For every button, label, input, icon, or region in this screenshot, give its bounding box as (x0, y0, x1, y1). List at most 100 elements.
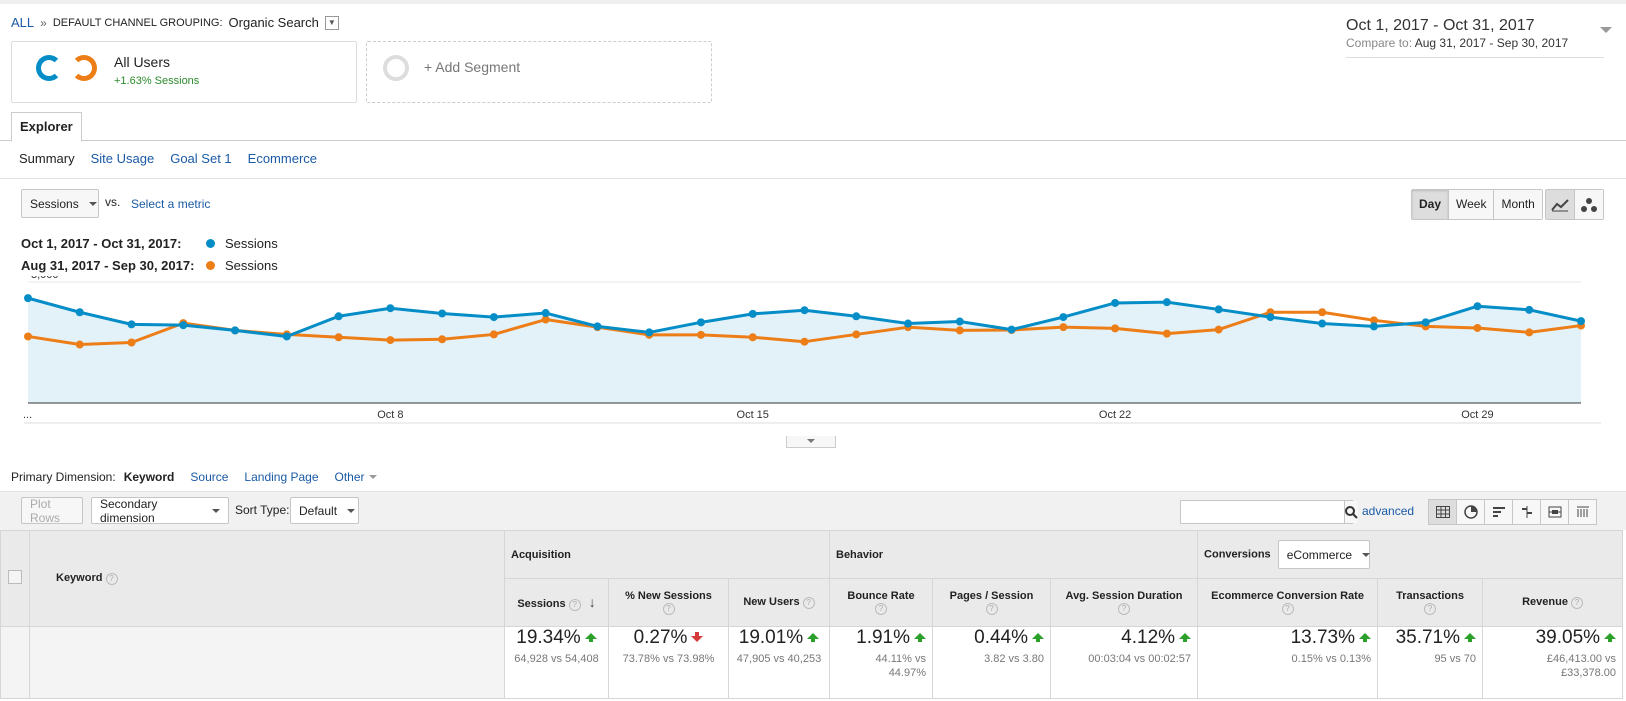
term-cloud-view-icon[interactable] (1541, 500, 1569, 524)
dimension-source[interactable]: Source (190, 470, 229, 484)
table-search-input[interactable] (1181, 501, 1344, 523)
data-point-current[interactable] (1266, 313, 1275, 322)
pie-chart-view-icon[interactable] (1457, 500, 1485, 524)
col-avg-session-duration[interactable]: Avg. Session Duration? (1049, 578, 1199, 627)
data-point-compare[interactable] (541, 315, 550, 324)
keyword-header[interactable]: Keyword ? (29, 530, 505, 627)
data-point-current[interactable] (438, 309, 447, 318)
data-point-current[interactable] (852, 312, 861, 321)
data-point-compare[interactable] (75, 340, 84, 349)
col-bounce-rate[interactable]: Bounce Rate? (829, 578, 933, 627)
data-point-compare[interactable] (1525, 328, 1534, 337)
add-segment-button[interactable]: + Add Segment (366, 41, 712, 103)
data-point-compare[interactable] (748, 333, 757, 342)
data-point-current[interactable] (696, 318, 705, 327)
data-point-current[interactable] (1214, 305, 1223, 314)
data-point-compare[interactable] (489, 330, 498, 339)
data-point-current[interactable] (1318, 319, 1327, 328)
data-point-current[interactable] (179, 321, 188, 330)
data-point-compare[interactable] (24, 332, 32, 341)
data-point-compare[interactable] (1369, 316, 1378, 325)
select-metric-link[interactable]: Select a metric (131, 197, 211, 211)
data-point-compare[interactable] (955, 326, 964, 335)
secondary-dimension-select[interactable]: Secondary dimension (91, 497, 229, 525)
search-icon[interactable] (1344, 501, 1358, 523)
data-point-compare[interactable] (1473, 323, 1482, 332)
segment-all-users[interactable]: All Users +1.63% Sessions (11, 41, 357, 103)
granularity-week-button[interactable]: Week (1449, 190, 1495, 219)
help-icon[interactable]: ? (802, 596, 815, 609)
data-point-current[interactable] (75, 308, 84, 317)
data-point-compare[interactable] (1059, 323, 1068, 332)
data-point-current[interactable] (593, 322, 602, 331)
metric-select[interactable]: Sessions (21, 189, 99, 218)
data-point-current[interactable] (800, 306, 809, 315)
data-point-compare[interactable] (852, 330, 861, 339)
comparison-view-icon[interactable] (1513, 500, 1541, 524)
data-point-compare[interactable] (334, 333, 343, 342)
granularity-month-button[interactable]: Month (1494, 190, 1542, 219)
data-point-current[interactable] (489, 313, 498, 322)
help-icon[interactable]: ? (1118, 602, 1131, 615)
data-point-current[interactable] (645, 328, 654, 337)
data-table-view-icon[interactable] (1429, 500, 1457, 524)
col-sessions[interactable]: Sessions ? ↓ (504, 578, 609, 627)
motion-chart-icon[interactable] (1575, 190, 1603, 219)
subtab-goal-set-1[interactable]: Goal Set 1 (170, 151, 232, 166)
breadcrumb-dropdown-icon[interactable]: ▼ (324, 15, 339, 30)
date-range-caret-icon[interactable] (1600, 27, 1612, 33)
advanced-filter-link[interactable]: advanced (1362, 504, 1415, 518)
data-point-current[interactable] (541, 309, 550, 318)
data-point-current[interactable] (1525, 305, 1534, 314)
data-point-compare[interactable] (696, 330, 705, 339)
subtab-summary[interactable]: Summary (19, 151, 75, 166)
data-point-compare[interactable] (1162, 329, 1171, 338)
data-point-current[interactable] (748, 309, 757, 318)
help-icon[interactable]: ? (1281, 602, 1294, 615)
sort-type-select[interactable]: Default (290, 497, 359, 524)
data-point-compare[interactable] (386, 336, 395, 345)
data-point-current[interactable] (1111, 298, 1120, 307)
select-all-checkbox[interactable] (8, 570, 22, 584)
performance-view-icon[interactable] (1485, 500, 1513, 524)
help-icon[interactable]: ? (105, 572, 118, 585)
line-chart-icon[interactable] (1546, 190, 1575, 219)
data-point-current[interactable] (1369, 322, 1378, 331)
col-transactions[interactable]: Transactions? (1377, 578, 1484, 627)
data-point-compare[interactable] (1111, 324, 1120, 333)
data-point-current[interactable] (127, 320, 136, 329)
plot-rows-button[interactable]: Plot Rows (21, 497, 83, 525)
pivot-view-icon[interactable] (1569, 500, 1596, 524)
data-point-compare[interactable] (800, 337, 809, 346)
help-icon[interactable]: ? (662, 602, 675, 615)
date-range-picker[interactable]: Oct 1, 2017 - Oct 31, 2017 Compare to: A… (1346, 17, 1612, 58)
data-point-current[interactable] (1059, 313, 1068, 322)
col-new-sessions[interactable]: % New Sessions? (608, 578, 729, 627)
data-point-compare[interactable] (1214, 325, 1223, 334)
dimension-other[interactable]: Other (335, 470, 377, 484)
collapse-chart-button[interactable] (786, 436, 836, 448)
data-point-compare[interactable] (127, 338, 136, 347)
col-ecommerce-conversion-rate[interactable]: Ecommerce Conversion Rate? (1197, 578, 1379, 627)
data-point-current[interactable] (231, 326, 240, 335)
breadcrumb-all-link[interactable]: ALL (11, 15, 35, 30)
help-icon[interactable]: ? (568, 598, 581, 611)
data-point-current[interactable] (1421, 318, 1430, 327)
data-point-current[interactable] (1162, 298, 1171, 307)
data-point-current[interactable] (904, 319, 913, 328)
help-icon[interactable]: ? (875, 602, 887, 615)
conversions-select[interactable]: eCommerce (1277, 540, 1371, 569)
help-icon[interactable]: ? (1424, 602, 1437, 615)
dimension-landing-page[interactable]: Landing Page (244, 470, 319, 484)
data-point-current[interactable] (955, 317, 964, 326)
data-point-compare[interactable] (438, 335, 447, 344)
data-point-current[interactable] (1007, 325, 1016, 334)
data-point-current[interactable] (24, 294, 32, 303)
subtab-ecommerce[interactable]: Ecommerce (247, 151, 318, 166)
data-point-current[interactable] (282, 332, 291, 341)
data-point-current[interactable] (386, 304, 395, 313)
data-point-current[interactable] (334, 312, 343, 321)
subtab-site-usage[interactable]: Site Usage (90, 151, 155, 166)
granularity-day-button[interactable]: Day (1412, 190, 1450, 219)
